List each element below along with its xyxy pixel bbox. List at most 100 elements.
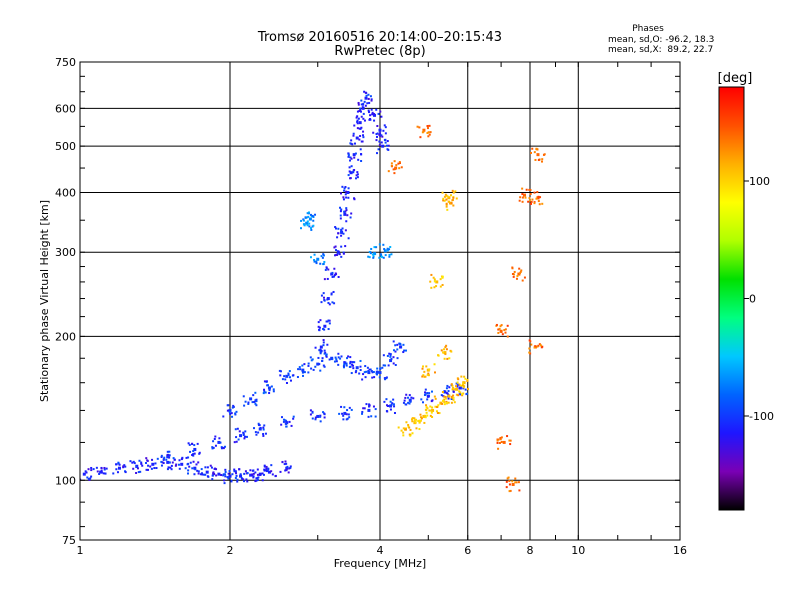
data-point-speckle	[372, 405, 375, 408]
data-point-speckle	[289, 379, 292, 382]
data-point-speckle	[411, 417, 414, 420]
data-point-speckle	[439, 285, 442, 288]
stats-o-mode: mean, sd,O: -96.2, 18.3	[608, 35, 714, 45]
data-point-speckle	[378, 133, 381, 136]
data-point-speckle	[377, 371, 380, 374]
data-point-speckle	[458, 390, 461, 393]
data-point-speckle	[529, 151, 532, 154]
data-point-speckle	[448, 357, 451, 360]
data-point	[383, 249, 387, 253]
data-point-speckle	[360, 115, 363, 118]
data-point-speckle	[292, 374, 295, 377]
data-point-speckle	[131, 461, 134, 464]
data-point-speckle	[441, 276, 444, 279]
data-point-speckle	[189, 450, 192, 453]
data-point-speckle	[390, 253, 393, 256]
y-tick-label: 75	[62, 534, 76, 547]
data-point	[358, 121, 362, 125]
data-point-speckle	[244, 430, 247, 433]
data-point-speckle	[533, 346, 536, 349]
data-point-speckle	[362, 373, 365, 376]
data-point-speckle	[308, 211, 311, 214]
data-point-speckle	[340, 231, 343, 234]
data-point-speckle	[359, 148, 362, 151]
data-point-speckle	[135, 471, 138, 474]
data-point-speckle	[389, 354, 392, 357]
data-point-speckle	[115, 468, 118, 471]
data-point-speckle	[263, 380, 266, 383]
data-point-speckle	[129, 460, 132, 463]
data-point	[117, 466, 121, 470]
data-point-speckle	[220, 446, 223, 449]
data-point-speckle	[307, 371, 310, 374]
data-point-speckle	[351, 361, 354, 364]
data-point-speckle	[383, 377, 386, 380]
data-point	[308, 217, 312, 221]
data-point-speckle	[524, 196, 527, 199]
data-point-speckle	[415, 418, 418, 421]
data-point-speckle	[427, 372, 430, 375]
colorbar-tick-label: 0	[749, 293, 756, 306]
data-point-speckle	[459, 393, 462, 396]
data-point-speckle	[367, 370, 370, 373]
data-point-speckle	[402, 401, 405, 404]
colorbar-ticks: 100 0 -100	[744, 175, 774, 423]
data-point-speckle	[213, 437, 216, 440]
data-point-speckle	[348, 406, 351, 409]
data-point-speckle	[442, 351, 445, 354]
data-point-speckle	[124, 465, 127, 468]
data-point-speckle	[370, 99, 373, 102]
data-point-speckle	[369, 118, 372, 121]
data-point-speckle	[231, 415, 234, 418]
data-point-speckle	[187, 456, 190, 459]
data-point-speckle	[436, 405, 439, 408]
data-point-speckle	[331, 358, 334, 361]
data-point-speckle	[139, 470, 142, 473]
data-point-speckle	[311, 411, 314, 414]
data-point-speckle	[328, 358, 331, 361]
data-point-speckle	[308, 225, 311, 228]
data-point-speckle	[224, 470, 227, 473]
data-point-speckle	[323, 260, 326, 263]
data-point-speckle	[498, 442, 501, 445]
data-point-speckle	[335, 253, 338, 256]
data-point-speckle	[366, 102, 369, 105]
data-point-speckle	[344, 193, 347, 196]
data-point-speckle	[404, 403, 407, 406]
data-point-speckle	[417, 419, 420, 422]
data-point	[536, 153, 540, 157]
data-point-speckle	[178, 459, 181, 462]
data-point-speckle	[211, 447, 214, 450]
data-point-speckle	[326, 277, 329, 280]
data-point-speckle	[402, 351, 405, 354]
data-point-speckle	[261, 479, 264, 482]
data-point-speckle	[512, 273, 515, 276]
data-point-speckle	[184, 467, 187, 470]
data-point-speckle	[193, 473, 196, 476]
data-point-speckle	[211, 478, 214, 481]
data-point-speckle	[444, 193, 447, 196]
data-point-speckle	[497, 438, 500, 441]
data-point-speckle	[255, 400, 258, 403]
data-point-speckle	[314, 213, 317, 216]
data-point-speckle	[254, 471, 257, 474]
data-point-speckle	[297, 368, 300, 371]
data-point-speckle	[335, 227, 338, 230]
data-point-speckle	[252, 475, 255, 478]
data-point-speckle	[499, 437, 502, 440]
data-point-speckle	[247, 402, 250, 405]
data-point-speckle	[348, 166, 351, 169]
data-point-speckle	[506, 435, 509, 438]
data-point-speckle	[312, 219, 315, 222]
data-point-speckle	[360, 153, 363, 156]
data-point-speckle	[214, 467, 217, 470]
data-point-speckle	[381, 135, 384, 138]
data-point-speckle	[251, 473, 254, 476]
data-point-speckle	[87, 477, 90, 480]
data-point-speckle	[347, 413, 350, 416]
data-point-speckle	[430, 273, 433, 276]
data-point-speckle	[437, 354, 440, 357]
data-point-speckle	[351, 363, 354, 366]
data-point-speckle	[337, 356, 340, 359]
data-point-speckle	[366, 366, 369, 369]
